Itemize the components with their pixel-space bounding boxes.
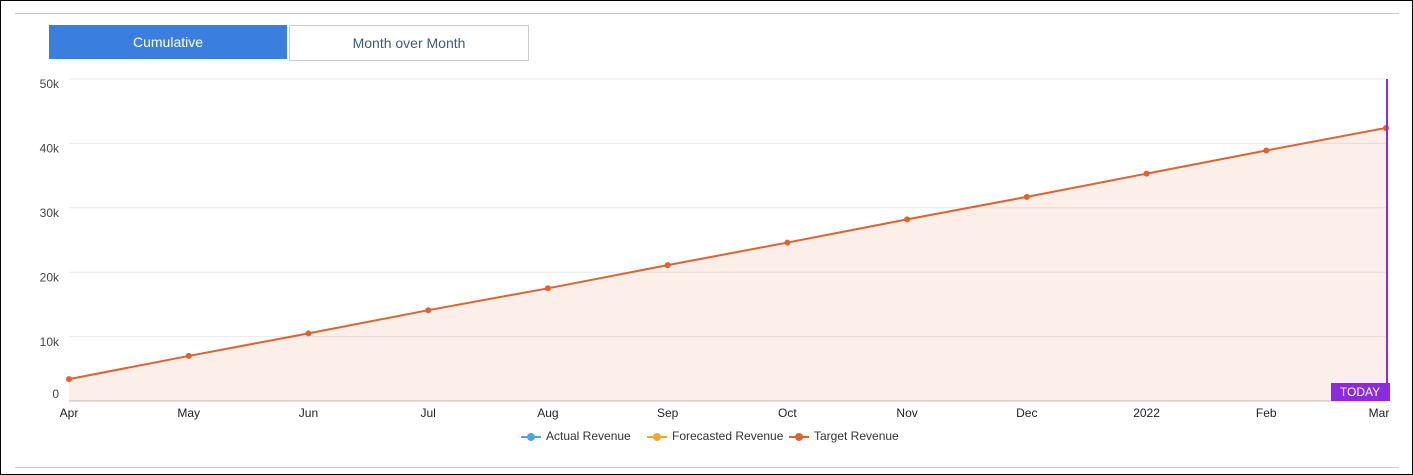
- x-tick-label: Apr: [60, 406, 79, 420]
- point: [544, 285, 551, 292]
- point: [664, 262, 671, 269]
- x-tick-label: Nov: [896, 406, 917, 420]
- legend-label: Target Revenue: [814, 429, 899, 443]
- today-label: TODAY: [1340, 385, 1380, 399]
- point: [1143, 170, 1150, 177]
- y-tick-label: 20k: [40, 270, 60, 284]
- divider: [15, 13, 1399, 14]
- x-tick-label: 2022: [1133, 406, 1160, 420]
- x-tick-label: Dec: [1016, 406, 1037, 420]
- point: [305, 330, 312, 337]
- legend-swatch: [653, 433, 661, 441]
- point: [1263, 147, 1270, 154]
- today-box: [1331, 383, 1390, 401]
- legend-label: Actual Revenue: [546, 429, 631, 443]
- area: [69, 127, 1386, 401]
- point: [1023, 193, 1030, 200]
- x-tick-label: Feb: [1256, 406, 1277, 420]
- y-tick-label: 0: [52, 387, 59, 401]
- legend-swatch: [527, 433, 535, 441]
- y-tick-label: 10k: [40, 335, 60, 349]
- point: [66, 376, 72, 383]
- x-tick-label: Sep: [657, 406, 679, 420]
- x-tick-label: May: [177, 406, 200, 420]
- point: [425, 307, 432, 314]
- line: [68, 126, 1387, 381]
- x-tick-label: Aug: [537, 406, 558, 420]
- legend-label: Forecasted Revenue: [672, 429, 784, 443]
- legend-swatch: [795, 433, 803, 441]
- x-tick-label: Mar: [1369, 406, 1390, 420]
- point: [185, 352, 192, 359]
- x-tick-label: Jun: [299, 406, 318, 420]
- y-tick-label: 30k: [40, 206, 60, 220]
- y-tick-label: 50k: [40, 77, 60, 91]
- tab-active[interactable]: Cumulative: [49, 25, 287, 59]
- x-tick-label: Oct: [778, 406, 797, 420]
- tab[interactable]: Month over Month: [289, 25, 529, 61]
- y-tick-label: 40k: [40, 142, 60, 156]
- point: [904, 216, 911, 223]
- x-tick-label: Jul: [421, 406, 436, 420]
- point: [784, 239, 791, 246]
- divider: [15, 467, 1399, 468]
